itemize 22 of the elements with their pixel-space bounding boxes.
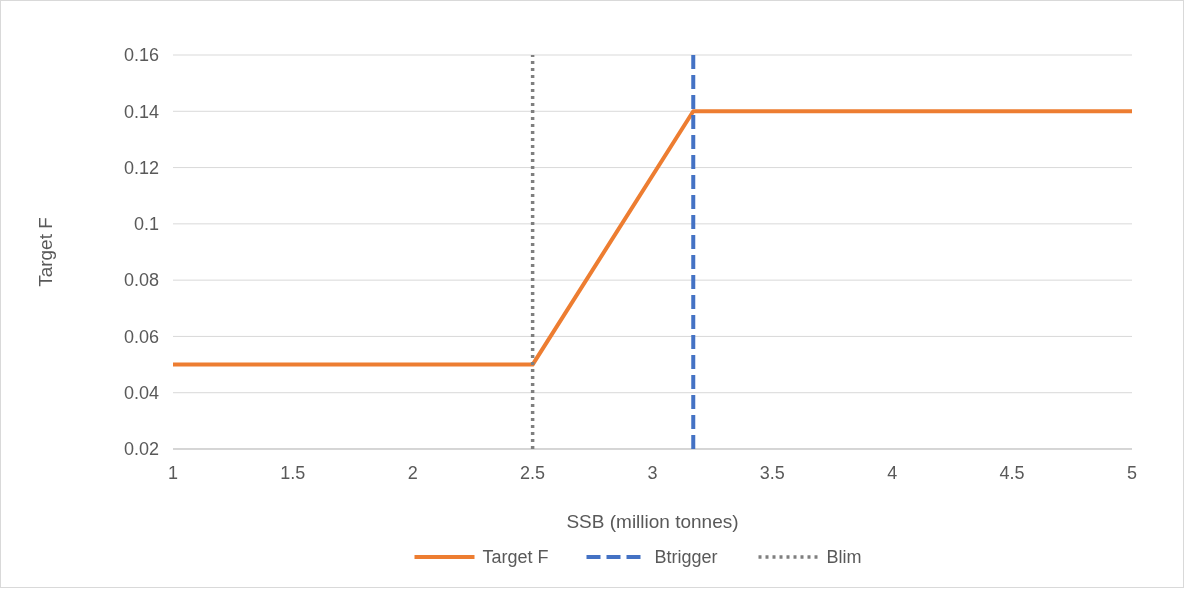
- y-tick-label: 0.1: [133, 214, 159, 235]
- x-tick-label: 4: [887, 463, 898, 483]
- x-tick-label: 1: [167, 463, 179, 483]
- y-tick-label: 0.06: [123, 326, 159, 347]
- x-tick-label: 2.5: [520, 463, 546, 483]
- y-axis-title: Target F: [35, 217, 56, 287]
- y-tick-label: 0.16: [123, 45, 159, 66]
- y-tick-label: 0.12: [123, 157, 159, 178]
- y-tick-label: 0.04: [123, 383, 159, 404]
- x-tick-label: 4.5: [999, 463, 1025, 483]
- legend-label: Blim: [826, 547, 862, 568]
- x-axis-title: SSB (million tonnes): [566, 511, 739, 532]
- legend-label: Target F: [482, 547, 549, 568]
- y-tick-label: 0.14: [123, 101, 159, 122]
- x-tick-label: 5: [1126, 463, 1138, 483]
- x-tick-label: 3: [647, 463, 658, 483]
- x-tick-label: 1.5: [280, 463, 306, 483]
- legend-label: Btrigger: [654, 547, 718, 568]
- x-tick-label: 3.5: [759, 463, 785, 483]
- x-tick-label: 2: [407, 463, 418, 483]
- y-tick-label: 0.08: [123, 270, 159, 291]
- y-tick-label: 0.02: [123, 439, 159, 460]
